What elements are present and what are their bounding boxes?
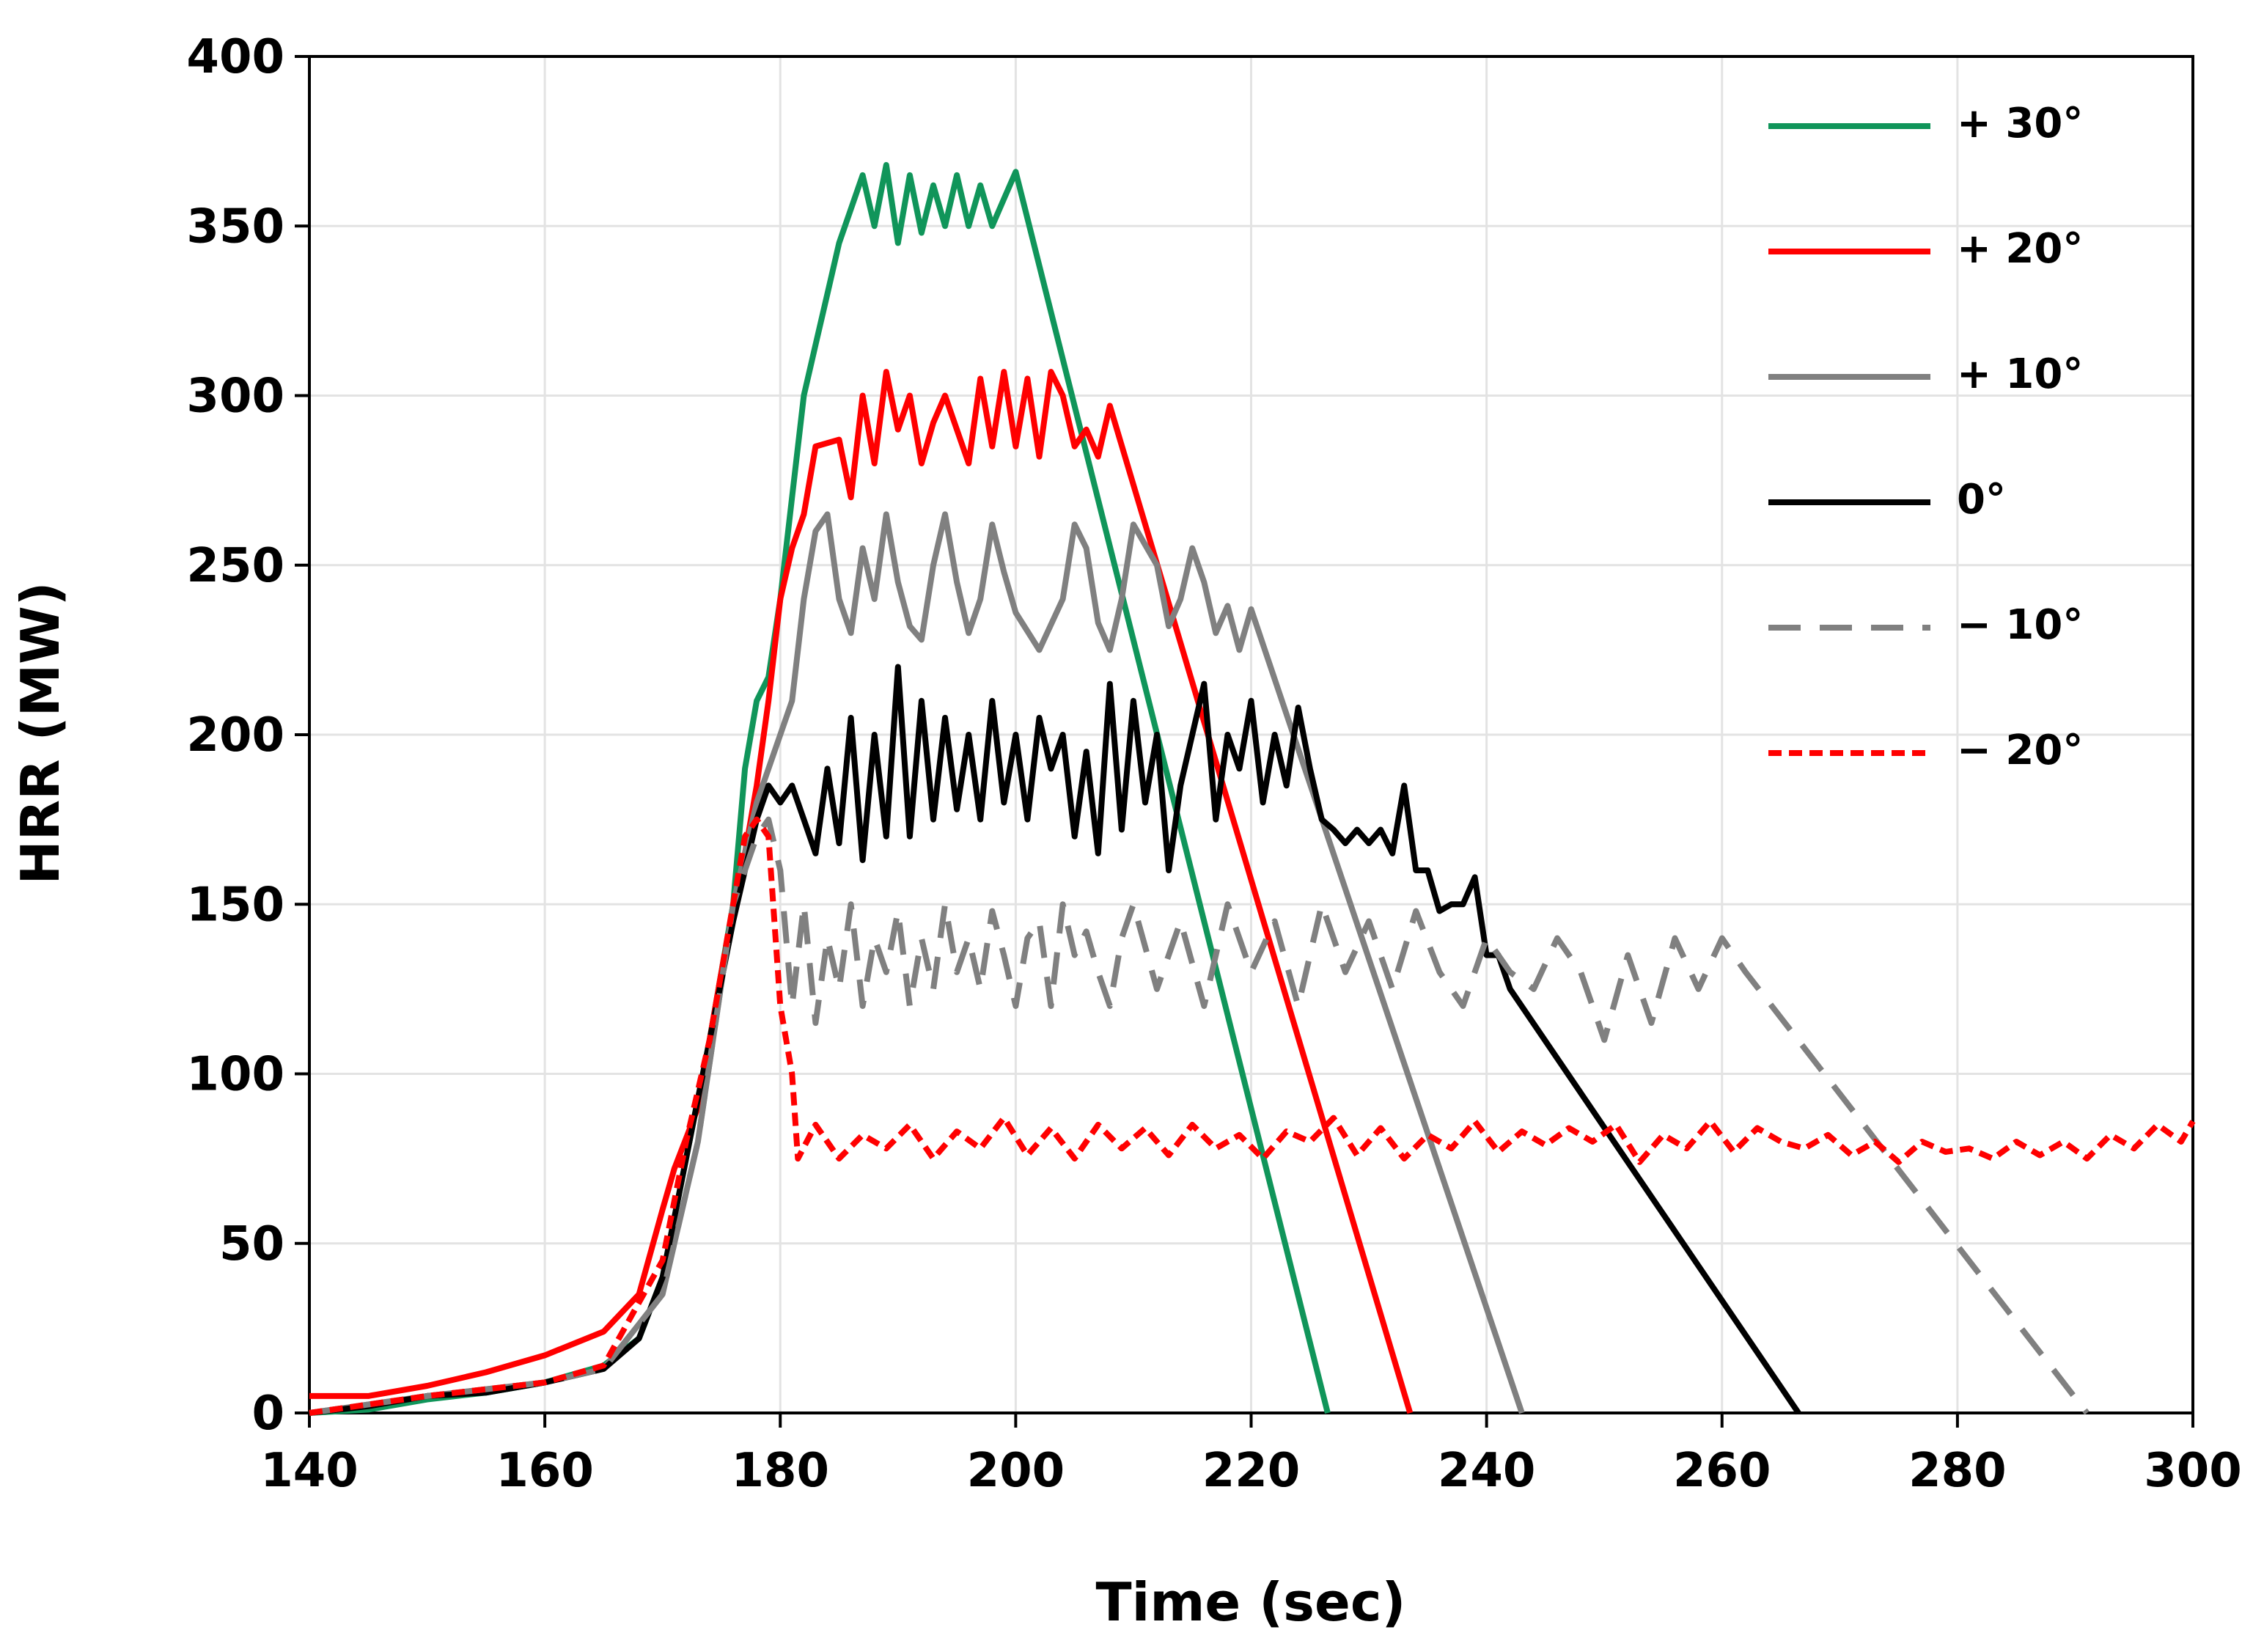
x-tick-label: 180 xyxy=(731,1444,829,1498)
series-line xyxy=(309,816,2196,1416)
y-tick-label: 400 xyxy=(186,30,284,84)
series-line xyxy=(309,816,2090,1416)
series-line xyxy=(309,369,1414,1414)
x-axis-label: Time (sec) xyxy=(1096,1571,1406,1633)
x-tick-label: 160 xyxy=(496,1444,594,1498)
legend-label: + 10° xyxy=(1957,350,2083,398)
series-line xyxy=(309,511,1525,1416)
x-tick-label: 300 xyxy=(2144,1444,2242,1498)
y-tick-label: 150 xyxy=(186,878,284,932)
y-tick-label: 350 xyxy=(186,199,284,254)
y-axis-label: HRR (MW) xyxy=(10,581,71,884)
legend-label: + 20° xyxy=(1957,225,2083,273)
y-tick-label: 0 xyxy=(251,1387,284,1441)
series-line xyxy=(309,664,1801,1416)
legend-label: − 10° xyxy=(1957,601,2083,649)
y-tick-label: 100 xyxy=(186,1048,284,1102)
y-tick-label: 300 xyxy=(186,370,284,424)
y-tick-label: 50 xyxy=(219,1217,284,1271)
y-tick-label: 250 xyxy=(186,539,284,593)
plot-frame xyxy=(308,55,2194,1414)
x-tick-label: 240 xyxy=(1438,1444,1536,1498)
legend-label: + 30° xyxy=(1957,100,2083,147)
x-tick-label: 260 xyxy=(1673,1444,1771,1498)
x-tick-label: 200 xyxy=(967,1444,1065,1498)
y-tick-label: 200 xyxy=(186,708,284,763)
legend-label: − 20° xyxy=(1957,727,2083,774)
x-tick-label: 140 xyxy=(260,1444,359,1498)
x-tick-label: 220 xyxy=(1202,1444,1301,1498)
legend-label: 0° xyxy=(1957,476,2006,524)
series-line xyxy=(309,162,1331,1416)
x-tick-label: 280 xyxy=(1908,1444,2007,1498)
